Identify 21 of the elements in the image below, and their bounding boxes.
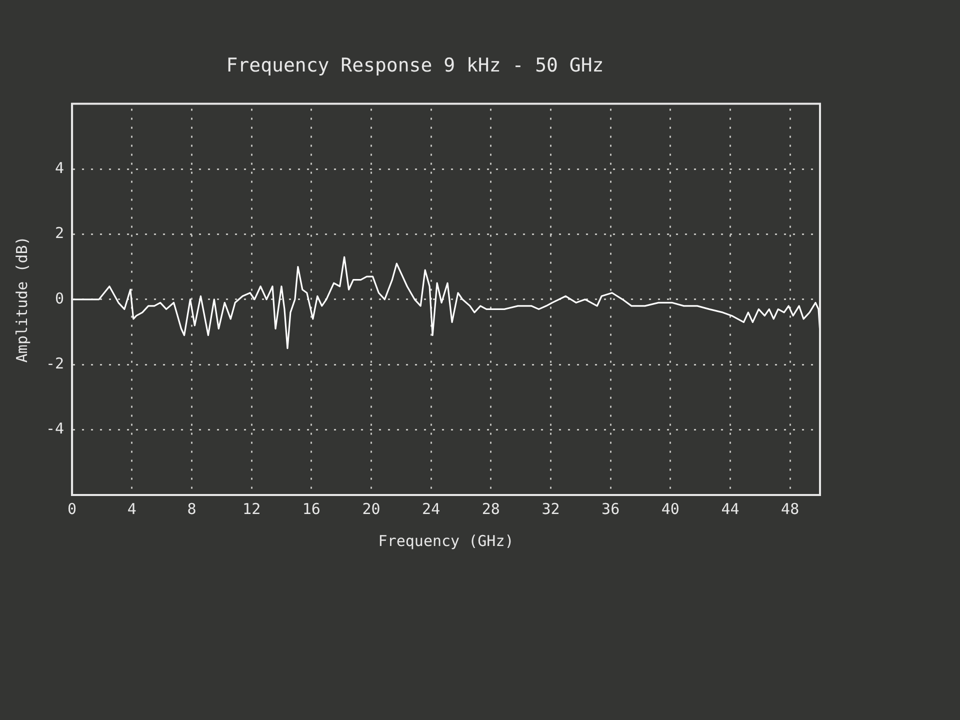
x-tick-label: 12 [242, 500, 261, 518]
x-tick-label: 24 [422, 500, 440, 518]
y-tick-label: -4 [46, 420, 64, 438]
x-tick-label: 0 [68, 500, 77, 518]
x-tick-label: 32 [542, 500, 560, 518]
x-tick-label: 16 [302, 500, 320, 518]
y-axis-title: Amplitude (dB) [12, 236, 31, 363]
x-tick-label: 36 [602, 500, 620, 518]
x-tick-label: 48 [781, 500, 800, 518]
x-tick-label: 28 [482, 500, 500, 518]
y-tick-label: -2 [46, 354, 64, 372]
y-tick-label: 4 [55, 158, 64, 177]
x-tick-label: 40 [661, 500, 680, 518]
y-tick-label: 0 [55, 289, 64, 308]
x-tick-label: 8 [187, 500, 196, 518]
x-tick-label: 4 [127, 500, 136, 518]
x-tick-label: 44 [721, 500, 740, 518]
y-tick-label: 2 [55, 224, 64, 242]
x-tick-label: 20 [362, 500, 380, 518]
x-axis-title: Frequency (GHz) [378, 532, 514, 550]
chart-title: Frequency Response 9 kHz - 50 GHz [226, 54, 604, 76]
